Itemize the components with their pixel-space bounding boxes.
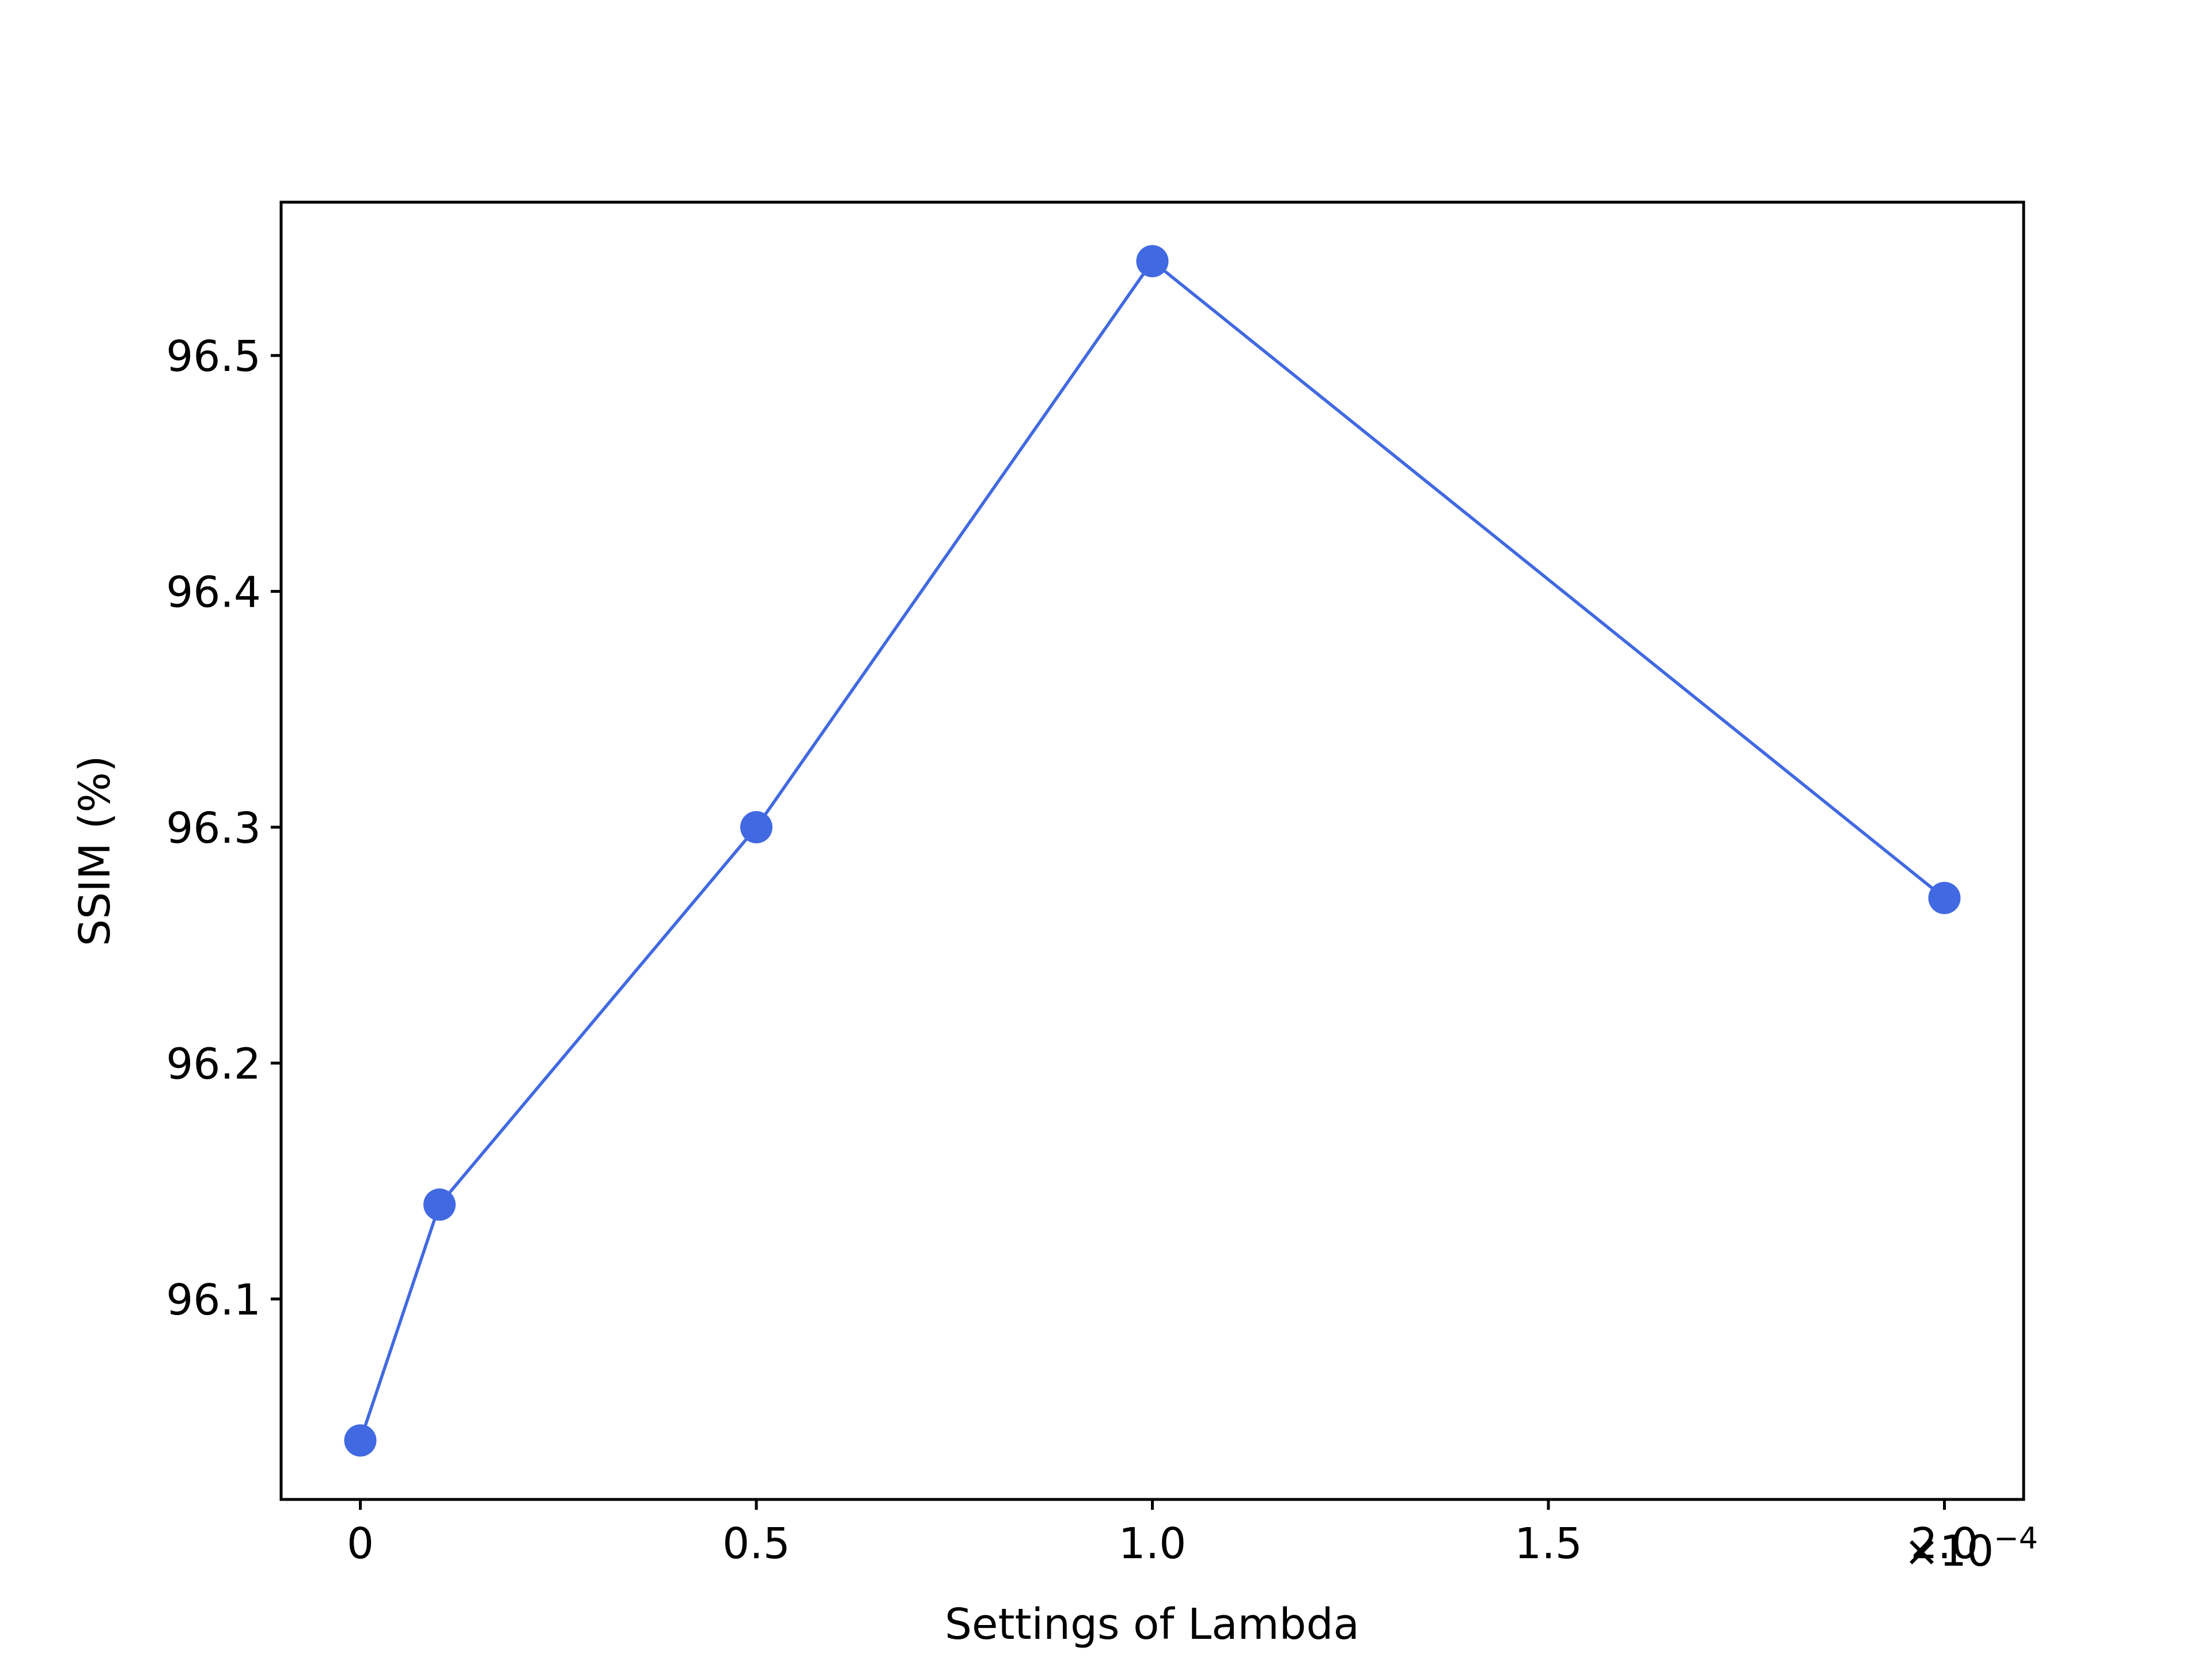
x-tick-label: 0.5 <box>722 1519 790 1569</box>
data-point-marker <box>1136 245 1169 278</box>
y-tick-label: 96.2 <box>166 1040 261 1089</box>
x-tick-label: 2.0 <box>1911 1519 1979 1569</box>
x-axis-offset-exponent: −4 <box>1994 1521 2038 1556</box>
data-point-marker <box>740 811 772 844</box>
series-line <box>358 259 1946 1441</box>
data-point-marker <box>344 1424 377 1457</box>
x-axis-offset-label: ×10−4 <box>1904 1521 2038 1576</box>
x-tick-label: 0 <box>347 1519 374 1569</box>
x-axis-offset-base: ×10 <box>1904 1527 1994 1576</box>
series-layer <box>344 245 1961 1457</box>
y-tick-label: 96.1 <box>166 1275 261 1325</box>
data-point-marker <box>423 1188 456 1221</box>
y-tick-label: 96.5 <box>166 332 261 381</box>
y-axis-ticks: 96.1 96.2 96.3 96.4 96.5 <box>166 332 281 1325</box>
x-axis-ticks: 0 0.5 1.0 1.5 2.0 <box>347 1499 1978 1569</box>
x-tick-label: 1.5 <box>1514 1519 1582 1569</box>
y-axis-label: SSIM (%) <box>70 755 120 946</box>
y-tick-label: 96.4 <box>166 568 261 618</box>
x-tick-label: 1.0 <box>1119 1519 1187 1569</box>
x-axis-label: Settings of Lambda <box>945 1600 1359 1649</box>
plot-frame <box>279 200 2025 1501</box>
data-point-marker <box>1928 881 1961 914</box>
y-tick-label: 96.3 <box>166 804 261 853</box>
